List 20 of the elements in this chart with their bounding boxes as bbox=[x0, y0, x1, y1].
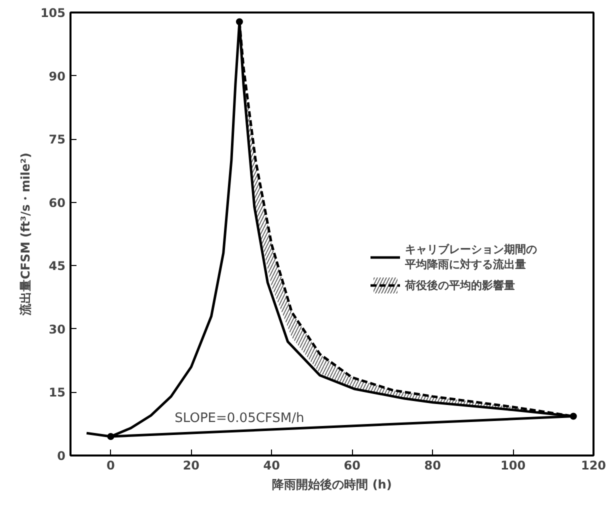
annotation: SLOPE=0.05CFSM/h bbox=[174, 410, 304, 426]
y-tick-label: 30 bbox=[48, 322, 66, 336]
y-tick-label: 15 bbox=[48, 386, 66, 400]
legend-label: キャリブレーション期間の平均降雨に対する流出量 bbox=[405, 242, 537, 272]
x-tick-label: 0 bbox=[106, 458, 115, 472]
x-tick-label: 80 bbox=[424, 458, 441, 472]
x-tick-label: 20 bbox=[182, 458, 200, 472]
y-tick-label: 105 bbox=[40, 6, 66, 20]
x-tick-label: 40 bbox=[263, 458, 280, 472]
y-tick-label: 45 bbox=[48, 259, 66, 274]
legend-label: 荷役後の平均的影響量 bbox=[405, 278, 515, 292]
y-tick-label: 90 bbox=[48, 69, 66, 84]
x-tick-label: 60 bbox=[344, 458, 360, 472]
x-axis-title: 降雨開始後の時間 (h) bbox=[272, 478, 392, 492]
y-tick-label: 60 bbox=[48, 196, 66, 210]
y-tick-label: 75 bbox=[48, 132, 66, 147]
y-axis-title: 流出量CFSM (ft³/s・mile²) bbox=[18, 152, 32, 316]
x-tick-label: 100 bbox=[500, 458, 526, 472]
y-tick-label: 0 bbox=[57, 449, 66, 463]
x-tick-label: 120 bbox=[580, 458, 606, 472]
